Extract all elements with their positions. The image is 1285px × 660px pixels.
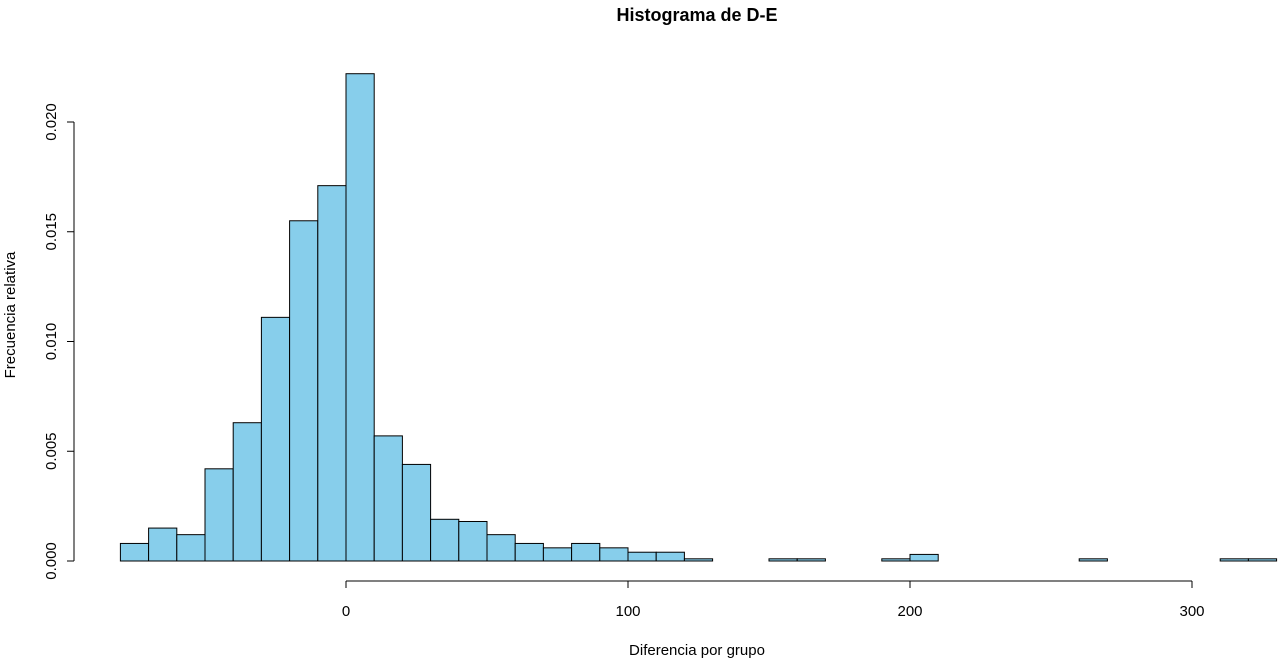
histogram-bar xyxy=(683,558,714,562)
histogram-bar xyxy=(289,220,319,562)
histogram-bar xyxy=(486,534,516,562)
x-tick-label: 300 xyxy=(1179,603,1204,620)
histogram-bar xyxy=(909,553,939,562)
histogram-bar xyxy=(796,558,826,562)
y-tick-label: 0.000 xyxy=(43,542,60,580)
histogram-bar xyxy=(232,422,262,562)
y-axis: 0.000 0.005 0.010 0.015 0.020 xyxy=(43,103,75,580)
x-axis-label: Diferencia por grupo xyxy=(629,642,765,659)
histogram-bar xyxy=(1219,558,1249,562)
histogram-bar xyxy=(514,542,544,562)
histogram-bar xyxy=(768,558,798,562)
histogram-bar xyxy=(401,463,432,562)
histogram-bar xyxy=(345,73,375,562)
histogram-bar xyxy=(204,468,234,562)
histogram-bar xyxy=(1078,558,1108,562)
y-tick-label: 0.020 xyxy=(43,103,60,141)
histogram-bar xyxy=(542,547,573,562)
histogram-bar xyxy=(260,316,291,562)
x-tick-label: 200 xyxy=(897,603,922,620)
histogram-bar xyxy=(655,551,685,562)
histogram-bar xyxy=(176,534,206,562)
y-tick-label: 0.005 xyxy=(43,432,60,470)
x-tick-label: 0 xyxy=(342,603,350,620)
x-tick-label: 100 xyxy=(615,603,640,620)
histogram-bar xyxy=(599,547,629,562)
histogram-bar xyxy=(627,551,657,562)
y-tick-label: 0.015 xyxy=(43,213,60,251)
histogram-bar xyxy=(881,558,911,562)
histogram-bar xyxy=(317,185,347,562)
histogram-bar xyxy=(1247,558,1278,562)
histogram-bar xyxy=(430,518,460,562)
bars-group xyxy=(119,73,1278,562)
chart-title: Histograma de D-E xyxy=(616,5,777,25)
x-axis: 0 100 200 300 xyxy=(342,580,1205,620)
histogram-bar xyxy=(148,527,178,562)
histogram-bar xyxy=(119,542,150,562)
histogram-bar xyxy=(571,542,601,562)
histogram-bar xyxy=(458,520,488,562)
histogram-bar xyxy=(373,435,403,562)
y-axis-label: Frecuencia relativa xyxy=(2,251,19,378)
y-tick-label: 0.010 xyxy=(43,323,60,361)
